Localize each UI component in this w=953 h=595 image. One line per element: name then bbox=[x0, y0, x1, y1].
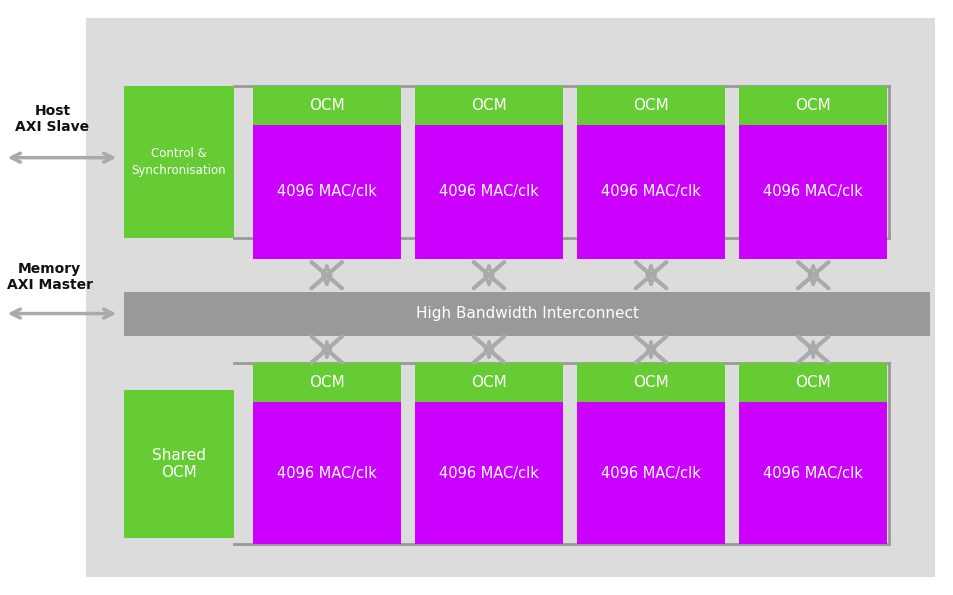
Text: 4096 MAC/clk: 4096 MAC/clk bbox=[438, 184, 538, 199]
FancyBboxPatch shape bbox=[739, 363, 886, 402]
FancyBboxPatch shape bbox=[124, 390, 233, 538]
FancyBboxPatch shape bbox=[739, 86, 886, 125]
Text: Host
AXI Slave: Host AXI Slave bbox=[15, 104, 90, 134]
Text: 4096 MAC/clk: 4096 MAC/clk bbox=[276, 184, 376, 199]
Text: OCM: OCM bbox=[471, 98, 506, 113]
FancyBboxPatch shape bbox=[415, 125, 562, 259]
FancyBboxPatch shape bbox=[577, 86, 724, 125]
FancyBboxPatch shape bbox=[577, 363, 724, 402]
Text: 4096 MAC/clk: 4096 MAC/clk bbox=[600, 465, 700, 481]
FancyBboxPatch shape bbox=[577, 402, 724, 544]
FancyBboxPatch shape bbox=[739, 125, 886, 259]
Text: 4096 MAC/clk: 4096 MAC/clk bbox=[762, 465, 862, 481]
Text: 4096 MAC/clk: 4096 MAC/clk bbox=[762, 184, 862, 199]
Text: OCM: OCM bbox=[309, 375, 344, 390]
FancyBboxPatch shape bbox=[124, 86, 233, 238]
FancyBboxPatch shape bbox=[415, 86, 562, 125]
Text: OCM: OCM bbox=[795, 98, 830, 113]
FancyBboxPatch shape bbox=[577, 125, 724, 259]
FancyBboxPatch shape bbox=[739, 402, 886, 544]
FancyBboxPatch shape bbox=[253, 402, 400, 544]
FancyBboxPatch shape bbox=[253, 86, 400, 125]
FancyBboxPatch shape bbox=[86, 18, 934, 577]
Text: OCM: OCM bbox=[795, 375, 830, 390]
FancyBboxPatch shape bbox=[253, 125, 400, 259]
Text: Shared
OCM: Shared OCM bbox=[152, 448, 206, 480]
FancyBboxPatch shape bbox=[124, 292, 929, 336]
FancyBboxPatch shape bbox=[415, 402, 562, 544]
FancyBboxPatch shape bbox=[415, 363, 562, 402]
Text: OCM: OCM bbox=[633, 98, 668, 113]
Text: OCM: OCM bbox=[633, 375, 668, 390]
Text: High Bandwidth Interconnect: High Bandwidth Interconnect bbox=[416, 306, 638, 321]
Text: Memory
AXI Master: Memory AXI Master bbox=[7, 262, 92, 292]
Text: OCM: OCM bbox=[309, 98, 344, 113]
FancyBboxPatch shape bbox=[253, 363, 400, 402]
Text: 4096 MAC/clk: 4096 MAC/clk bbox=[600, 184, 700, 199]
Text: 4096 MAC/clk: 4096 MAC/clk bbox=[276, 465, 376, 481]
Text: 4096 MAC/clk: 4096 MAC/clk bbox=[438, 465, 538, 481]
Text: OCM: OCM bbox=[471, 375, 506, 390]
Text: Control &
Synchronisation: Control & Synchronisation bbox=[132, 147, 226, 177]
